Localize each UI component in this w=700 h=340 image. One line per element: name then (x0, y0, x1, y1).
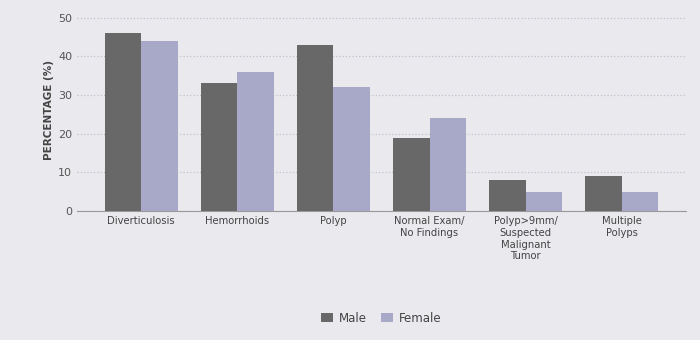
Legend: Male, Female: Male, Female (316, 307, 447, 329)
Bar (201, 84, 237, 211)
Bar (105, 33, 141, 211)
Bar (141, 41, 178, 211)
Bar (297, 45, 333, 211)
Bar (489, 180, 526, 211)
Bar (622, 191, 658, 211)
Bar (393, 137, 430, 211)
Y-axis label: PERCENTAGE (%): PERCENTAGE (%) (44, 61, 54, 160)
Bar (430, 118, 466, 211)
Bar (526, 191, 562, 211)
Bar (585, 176, 622, 211)
Bar (333, 87, 370, 211)
Bar (237, 72, 274, 211)
